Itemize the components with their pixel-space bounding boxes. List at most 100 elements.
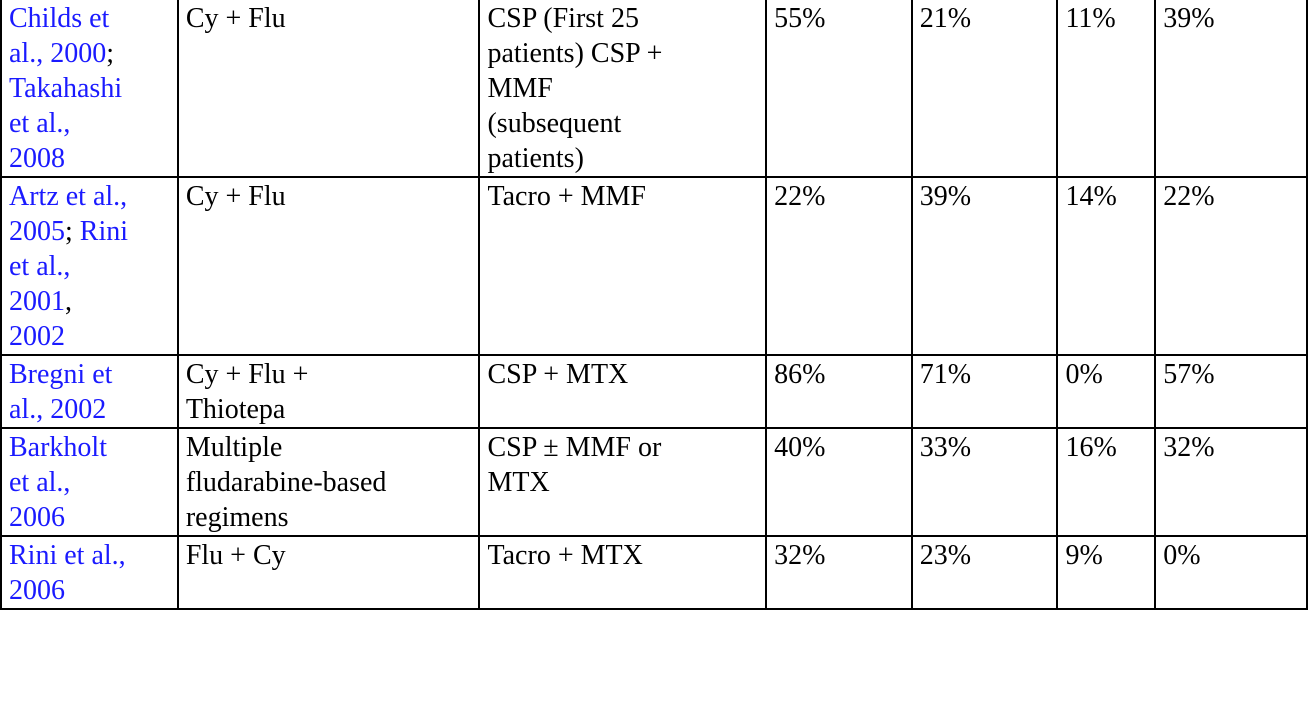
citation-link[interactable]: Takahashi xyxy=(9,73,123,104)
conditioning-text: Flu + Cy xyxy=(185,540,286,571)
percentage-cell: 39% xyxy=(1154,0,1308,178)
citation-link[interactable]: 2006 xyxy=(9,502,65,533)
conditioning-cell: Flu + Cy xyxy=(176,535,481,610)
conditioning-cell: Cy + Flu + Thiotepa xyxy=(176,354,481,429)
citation-link[interactable]: 2008 xyxy=(9,143,65,174)
reference-line: 2005; Rini xyxy=(9,214,171,249)
percentage-cell: 39% xyxy=(910,176,1059,356)
citation-link[interactable]: Rini xyxy=(79,216,129,247)
conditioning-cell: Cy + Flu xyxy=(176,0,481,178)
conditioning-cell: Cy + Flu xyxy=(176,176,481,356)
gvhd-prophylaxis-cell: Tacro + MMF xyxy=(478,176,768,356)
gvhd-prophylaxis-text: Tacro + MTX xyxy=(487,540,643,571)
reference-line: Artz et al., xyxy=(9,179,171,214)
percentage-cell: 33% xyxy=(910,427,1059,537)
citation-separator: , xyxy=(65,286,72,317)
citation-separator: ; xyxy=(65,216,80,247)
reference-line: 2001, xyxy=(9,284,171,319)
percentage-value: 14% xyxy=(1065,181,1117,212)
citation-link[interactable]: 2001 xyxy=(9,286,65,317)
citation-link[interactable]: Barkholt xyxy=(9,432,107,463)
table-row: Childs et al., 2000; Takahashi et al., 2008 C… xyxy=(0,0,1308,178)
citation-link[interactable]: al., 2002 xyxy=(9,394,107,425)
percentage-cell: 71% xyxy=(910,354,1059,429)
table-row: Barkholt et al., 2006 Multiple fludarabine-b… xyxy=(0,427,1308,537)
gvhd-prophylaxis-cell: Tacro + MTX xyxy=(478,535,768,610)
citation-link[interactable]: Artz et al., xyxy=(9,181,128,212)
reference-line: Takahashi xyxy=(9,71,171,106)
citation-link[interactable]: et al., xyxy=(9,467,71,498)
percentage-cell: 16% xyxy=(1056,427,1157,537)
percentage-value: 0% xyxy=(1163,540,1201,571)
citation-link[interactable]: et al., xyxy=(9,108,71,139)
citation-link[interactable]: Childs et xyxy=(9,3,110,34)
citation-link[interactable]: Bregni et xyxy=(9,359,113,390)
reference-cell: Bregni et al., 2002 xyxy=(0,354,179,429)
table-body: Childs et al., 2000; Takahashi et al., 2008 C… xyxy=(0,0,1308,610)
reference-cell: Childs et al., 2000; Takahashi et al., 2008 xyxy=(0,0,179,178)
percentage-value: 23% xyxy=(919,540,972,571)
percentage-cell: 23% xyxy=(910,535,1059,610)
percentage-value: 0% xyxy=(1065,359,1103,390)
conditioning-text: Cy + Flu xyxy=(185,3,286,34)
percentage-value: 86% xyxy=(774,359,826,390)
reference-line: al., 2002 xyxy=(9,392,171,427)
reference-line: Childs et xyxy=(9,1,171,36)
percentage-cell: 40% xyxy=(765,427,913,537)
percentage-value: 40% xyxy=(774,432,826,463)
percentage-value: 55% xyxy=(774,3,826,34)
reference-cell: Barkholt et al., 2006 xyxy=(0,427,179,537)
conditioning-text: Cy + Flu xyxy=(185,181,286,212)
percentage-value: 39% xyxy=(919,181,972,212)
citation-link[interactable]: al., 2000 xyxy=(9,38,107,69)
percentage-value: 22% xyxy=(774,181,826,212)
reference-line: Bregni et xyxy=(9,357,171,392)
percentage-cell: 9% xyxy=(1056,535,1157,610)
percentage-cell: 22% xyxy=(1154,176,1308,356)
reference-line: et al., xyxy=(9,465,171,500)
percentage-value: 39% xyxy=(1163,3,1215,34)
percentage-value: 32% xyxy=(774,540,826,571)
reference-line: Rini et al., xyxy=(9,538,171,573)
percentage-value: 33% xyxy=(919,432,972,463)
conditioning-cell: Multiple fludarabine-based regimens xyxy=(176,427,481,537)
percentage-value: 32% xyxy=(1163,432,1215,463)
reference-cell: Rini et al., 2006 xyxy=(0,535,179,610)
table-row: Rini et al., 2006 Flu + Cy Tacro + MTX 32% 23… xyxy=(0,535,1308,610)
gvhd-prophylaxis-cell: CSP ± MMF or MTX xyxy=(478,427,768,537)
percentage-cell: 32% xyxy=(1154,427,1308,537)
gvhd-prophylaxis-text: CSP + MTX xyxy=(487,359,629,390)
percentage-cell: 0% xyxy=(1056,354,1157,429)
percentage-cell: 22% xyxy=(765,176,913,356)
citation-link[interactable]: 2006 xyxy=(9,575,65,606)
percentage-cell: 55% xyxy=(765,0,913,178)
citation-link[interactable]: et al., xyxy=(9,251,71,282)
reference-line: al., 2000; xyxy=(9,36,171,71)
reference-cell: Artz et al., 2005; Rini et al., 2001, 2002 xyxy=(0,176,179,356)
reference-line: 2002 xyxy=(9,319,171,354)
percentage-cell: 32% xyxy=(765,535,913,610)
reference-line: 2008 xyxy=(9,141,171,176)
gvhd-prophylaxis-text: Tacro + MMF xyxy=(487,181,646,212)
percentage-cell: 14% xyxy=(1056,176,1157,356)
gvhd-prophylaxis-text: CSP ± MMF or MTX xyxy=(487,432,662,498)
citation-link[interactable]: Rini et al., xyxy=(9,540,126,571)
percentage-value: 9% xyxy=(1065,540,1103,571)
percentage-cell: 0% xyxy=(1154,535,1308,610)
percentage-value: 71% xyxy=(919,359,972,390)
citation-link[interactable]: 2005 xyxy=(9,216,65,247)
percentage-value: 22% xyxy=(1163,181,1215,212)
percentage-cell: 21% xyxy=(910,0,1059,178)
percentage-value: 57% xyxy=(1163,359,1215,390)
conditioning-text: Cy + Flu + Thiotepa xyxy=(185,359,309,425)
reference-line: et al., xyxy=(9,249,171,284)
percentage-value: 21% xyxy=(919,3,972,34)
percentage-value: 16% xyxy=(1065,432,1117,463)
percentage-cell: 86% xyxy=(765,354,913,429)
citation-link[interactable]: 2002 xyxy=(9,321,65,352)
reference-line: et al., xyxy=(9,106,171,141)
table-row: Bregni et al., 2002 Cy + Flu + Thiotepa CSP … xyxy=(0,354,1308,429)
citation-separator: ; xyxy=(106,38,114,69)
regimen-outcomes-table: Childs et al., 2000; Takahashi et al., 2008 C… xyxy=(0,0,1308,610)
reference-line: Barkholt xyxy=(9,430,171,465)
